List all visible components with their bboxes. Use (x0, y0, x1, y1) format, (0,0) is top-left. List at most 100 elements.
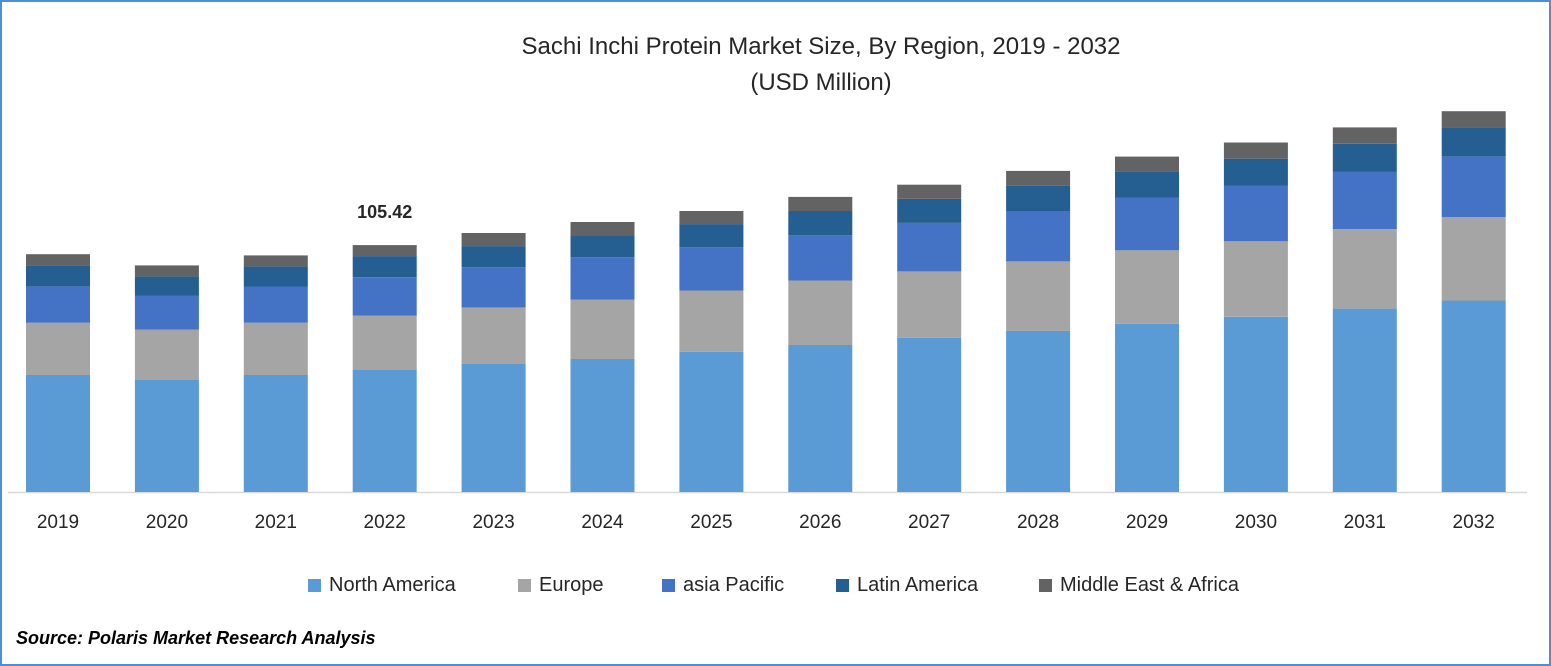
bar-segment-europe-2025 (679, 290, 744, 352)
bar-segment-asia-pacific-2022 (352, 277, 417, 316)
bar-segment-asia-pacific-2026 (788, 235, 853, 281)
bar-segment-europe-2026 (788, 280, 853, 345)
bar-segment-latin-america-2028 (1006, 185, 1071, 211)
legend-label: asia Pacific (683, 574, 785, 596)
x-tick-label: 2032 (1453, 512, 1495, 533)
x-tick-label: 2029 (1126, 512, 1168, 533)
bar-segment-asia-pacific-2032 (1441, 156, 1506, 217)
legend-swatch (308, 579, 321, 592)
bar-segment-latin-america-2027 (897, 198, 962, 223)
bar-segment-asia-pacific-2027 (897, 222, 962, 272)
bar-segment-north-america-2025 (679, 351, 744, 492)
x-tick-label: 2028 (1017, 512, 1059, 533)
legend-swatch (836, 579, 849, 592)
bar-segment-latin-america-2024 (570, 235, 635, 258)
bar-segment-middle-east-africa-2028 (1006, 170, 1071, 186)
bar-segment-asia-pacific-2021 (243, 286, 308, 323)
bar-segment-asia-pacific-2020 (134, 295, 199, 330)
legend-swatch (518, 579, 531, 592)
source-note: Source: Polaris Market Research Analysis (16, 628, 376, 648)
bar-segment-north-america-2024 (570, 359, 635, 492)
x-tick-label: 2020 (146, 512, 188, 533)
bar-segment-north-america-2029 (1115, 323, 1179, 492)
bar-segment-middle-east-africa-2029 (1115, 156, 1179, 172)
bar-segment-middle-east-africa-2023 (461, 233, 526, 247)
chart-subtitle: (USD Million) (750, 69, 892, 96)
bar-segment-middle-east-africa-2022 (352, 245, 417, 257)
bar-segment-middle-east-africa-2025 (679, 211, 744, 225)
bar-segment-middle-east-africa-2027 (897, 184, 962, 199)
chart-title: Sachi Inchi Protein Market Size, By Regi… (521, 33, 1121, 60)
bar-segment-north-america-2020 (134, 380, 199, 492)
legend-item-latin-america: Latin America (836, 574, 978, 597)
legend-swatch (1039, 579, 1052, 592)
bar-segment-asia-pacific-2025 (679, 247, 744, 291)
bar-segment-latin-america-2021 (243, 266, 308, 287)
data-label-2022: 105.42 (357, 202, 412, 222)
bar-segment-latin-america-2030 (1223, 158, 1288, 186)
bar-segment-north-america-2032 (1441, 300, 1506, 492)
legend-label: Latin America (857, 574, 979, 596)
bar-segment-north-america-2031 (1332, 308, 1397, 492)
legend-item-europe: Europe (518, 574, 604, 597)
bar-segment-middle-east-africa-2019 (26, 254, 90, 266)
bar-segment-middle-east-africa-2032 (1441, 111, 1506, 128)
x-tick-label: 2026 (799, 512, 841, 533)
x-tick-label: 2027 (908, 512, 950, 533)
bar-segment-middle-east-africa-2031 (1332, 127, 1397, 144)
legend-item-middle-east-africa: Middle East & Africa (1039, 574, 1239, 597)
x-tick-label: 2024 (581, 512, 624, 533)
bar-segment-asia-pacific-2023 (461, 267, 526, 308)
bar-segment-latin-america-2023 (461, 246, 526, 268)
x-tick-label: 2031 (1344, 512, 1386, 533)
legend-item-north-america: North America (308, 574, 456, 597)
bar-segment-middle-east-africa-2026 (788, 196, 853, 211)
bar-segment-north-america-2022 (352, 370, 417, 492)
bar-segment-europe-2027 (897, 271, 962, 338)
x-tick-label: 2021 (255, 512, 297, 533)
x-tick-label: 2025 (690, 512, 732, 533)
legend-item-asia-pacific: asia Pacific (662, 574, 784, 597)
bar-segment-middle-east-africa-2030 (1223, 142, 1288, 159)
bar-segment-europe-2024 (570, 299, 635, 359)
bar-segment-latin-america-2020 (134, 276, 199, 296)
bar-segment-north-america-2026 (788, 344, 853, 492)
bar-segment-asia-pacific-2024 (570, 257, 635, 300)
bar-segment-north-america-2023 (461, 364, 526, 492)
bar-segment-middle-east-africa-2024 (570, 222, 635, 236)
chart-legend: North America Europe asia Pacific Latin Ame… (0, 574, 1551, 602)
bar-segment-latin-america-2019 (26, 265, 90, 287)
x-tick-label: 2019 (37, 512, 79, 533)
bar-segment-north-america-2021 (243, 375, 308, 492)
bar-segment-europe-2032 (1441, 217, 1506, 301)
bar-segment-europe-2021 (243, 322, 308, 375)
x-tick-label: 2023 (472, 512, 514, 533)
bar-segment-europe-2029 (1115, 250, 1179, 324)
bar-segment-europe-2022 (352, 315, 417, 370)
bar-segment-asia-pacific-2029 (1115, 197, 1179, 251)
bar-segment-asia-pacific-2030 (1223, 185, 1288, 242)
bar-segment-middle-east-africa-2020 (134, 265, 199, 277)
x-tick-label: 2030 (1235, 512, 1277, 533)
legend-label: Europe (539, 574, 604, 596)
legend-swatch (662, 579, 675, 592)
bar-segment-middle-east-africa-2021 (243, 255, 308, 267)
legend-label: North America (329, 574, 456, 596)
bar-segment-asia-pacific-2028 (1006, 211, 1071, 262)
bar-segment-asia-pacific-2019 (26, 286, 90, 323)
bar-segment-latin-america-2022 (352, 256, 417, 278)
bar-segment-latin-america-2029 (1115, 171, 1179, 198)
bar-segment-north-america-2030 (1223, 316, 1288, 492)
bar-segment-asia-pacific-2031 (1332, 171, 1397, 230)
bar-segment-north-america-2019 (26, 375, 90, 492)
bar-segment-europe-2031 (1332, 229, 1397, 309)
x-tick-label: 2022 (364, 512, 406, 533)
bar-segment-europe-2019 (26, 322, 90, 375)
bar-segment-europe-2023 (461, 307, 526, 364)
bar-segment-north-america-2027 (897, 337, 962, 492)
bar-segment-europe-2020 (134, 329, 199, 380)
legend-label: Middle East & Africa (1060, 574, 1239, 596)
bar-segment-europe-2028 (1006, 261, 1071, 331)
bar-segment-north-america-2028 (1006, 330, 1071, 492)
bar-segment-latin-america-2025 (679, 224, 744, 248)
